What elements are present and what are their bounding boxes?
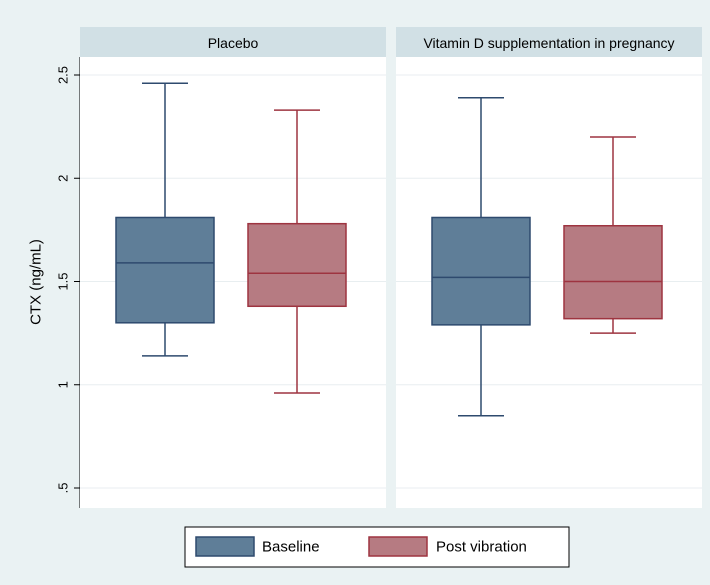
panels: Placebo Vitamin D supplementation in preg… <box>80 27 702 508</box>
panel-title: Placebo <box>208 35 259 51</box>
y-tick-label: 1.5 <box>56 272 71 290</box>
box-plot <box>563 136 663 334</box>
box-plot <box>247 109 347 394</box>
y-tick-label: .5 <box>56 483 71 494</box>
legend-swatch <box>195 536 255 557</box>
legend-label: Post vibration <box>436 539 527 556</box>
panel: Vitamin D supplementation in pregnancy <box>396 27 702 508</box>
legend-swatch <box>368 536 428 557</box>
legend: Baseline Post vibration <box>184 526 570 568</box>
y-tick-label: 2.5 <box>56 66 71 84</box>
box-plot <box>115 82 215 357</box>
panel: Placebo <box>80 27 386 508</box>
panel-title: Vitamin D supplementation in pregnancy <box>423 35 674 51</box>
iqr-box <box>431 216 531 326</box>
box-plot <box>431 96 531 417</box>
y-tick-label: 2 <box>56 175 71 182</box>
legend-label: Baseline <box>262 539 320 556</box>
panel-strip <box>80 27 386 57</box>
iqr-box <box>563 224 663 320</box>
iqr-box <box>247 222 347 308</box>
iqr-box <box>115 216 215 324</box>
panel-strip <box>396 27 702 57</box>
y-axis-title: CTX (ng/mL) <box>28 239 45 325</box>
y-tick-label: 1 <box>56 381 71 388</box>
